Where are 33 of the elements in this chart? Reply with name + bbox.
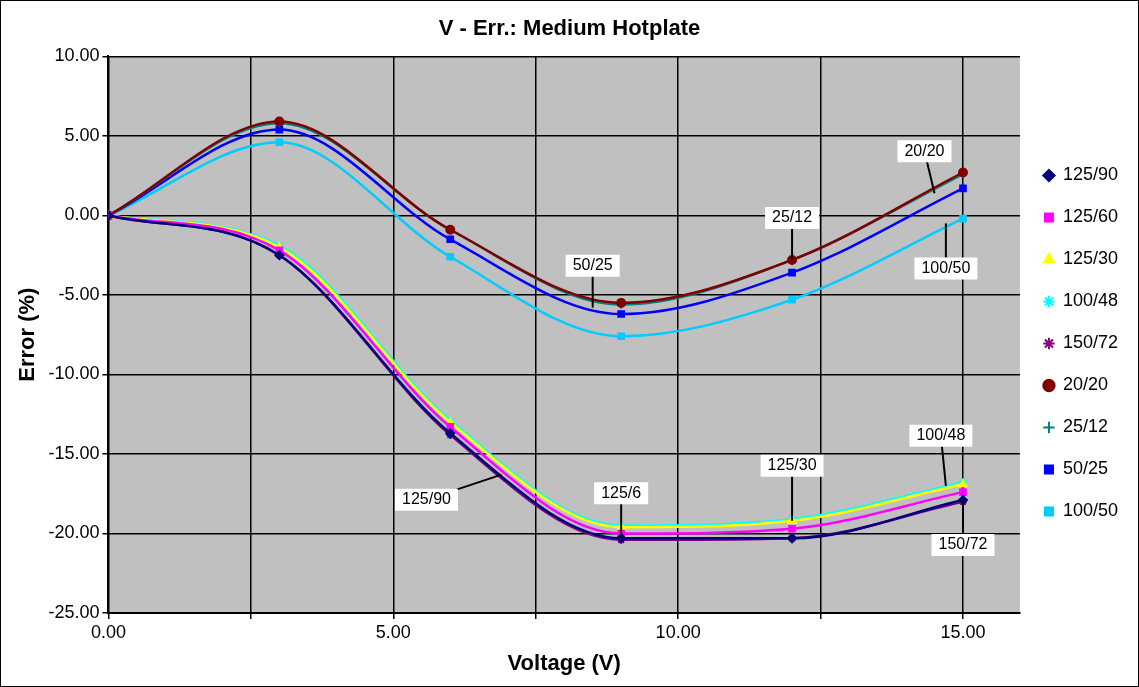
- annotation: 125/30: [767, 456, 817, 474]
- annotation: 25/12: [772, 208, 813, 226]
- y-tick-label: -25.00: [48, 601, 100, 622]
- y-tick-label: 10.00: [54, 45, 100, 66]
- legend-label: 20/20: [1062, 374, 1108, 395]
- annotation: 125/6: [601, 483, 642, 501]
- x-tick-label: 10.00: [655, 621, 701, 642]
- legend-label: 150/72: [1062, 332, 1119, 353]
- x-tick-label: 5.00: [375, 621, 411, 642]
- legend-label: 100/50: [1062, 500, 1119, 521]
- y-axis-title: Error (%): [14, 287, 40, 382]
- legend-label: 100/48: [1062, 290, 1119, 311]
- legend-label: 25/12: [1062, 416, 1108, 437]
- y-tick-label: 0.00: [64, 204, 100, 225]
- x-tick-label: 15.00: [940, 621, 986, 642]
- annotation: 125/90: [402, 490, 452, 508]
- legend-label: 125/60: [1062, 206, 1119, 227]
- y-tick-label: -20.00: [48, 522, 100, 543]
- annotation: 20/20: [904, 141, 945, 159]
- x-tick-label: 0.00: [90, 621, 126, 642]
- y-tick-label: -15.00: [48, 442, 100, 463]
- legend-label: 50/25: [1062, 458, 1108, 479]
- annotation: 50/25: [572, 256, 613, 274]
- x-axis-title: Voltage (V): [507, 649, 621, 675]
- y-tick-label: -10.00: [48, 363, 100, 384]
- annotation: 150/72: [938, 535, 988, 553]
- y-tick-label: -5.00: [58, 283, 100, 304]
- chart-title: V - Err.: Medium Hotplate: [438, 15, 701, 41]
- legend-label: 125/90: [1062, 164, 1119, 185]
- y-tick-label: 5.00: [64, 124, 100, 145]
- legend-label: 125/30: [1062, 248, 1119, 269]
- annotation: 100/50: [921, 258, 971, 276]
- annotation: 100/48: [916, 426, 966, 444]
